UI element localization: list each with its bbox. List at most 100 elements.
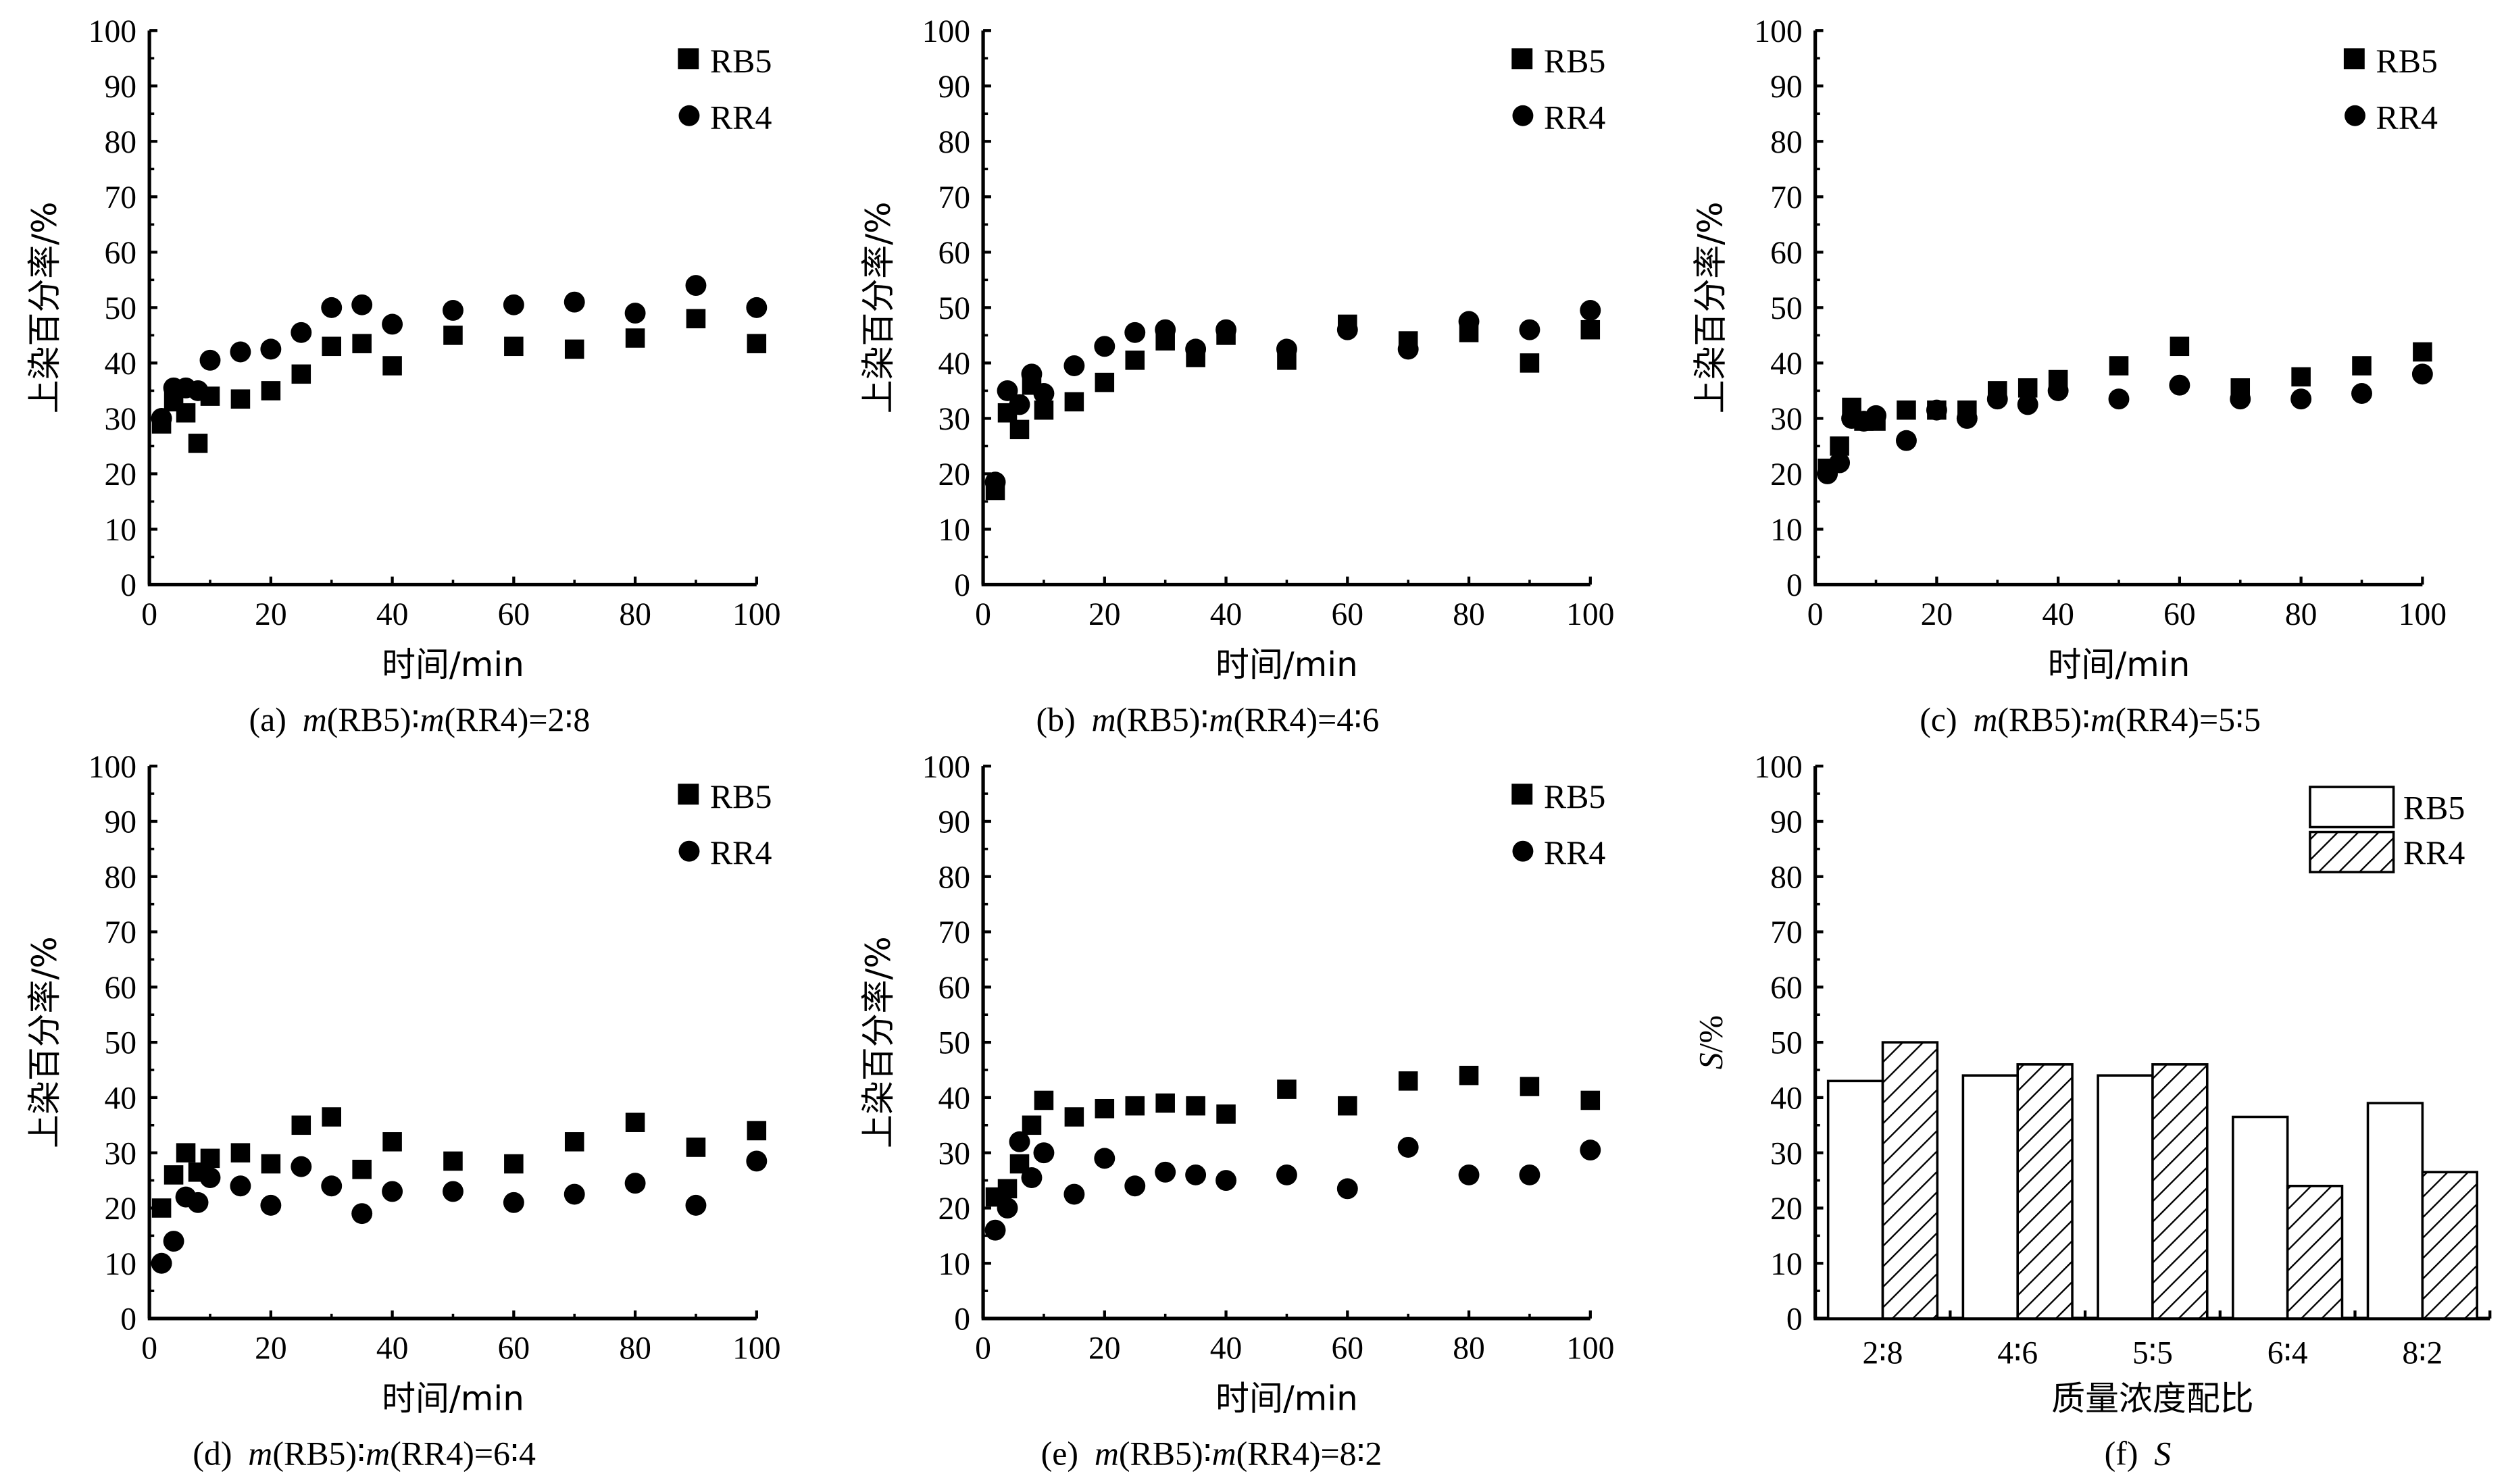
- y-tick-label: 10: [1770, 1247, 1803, 1282]
- legend-label: RB5: [2403, 790, 2465, 827]
- panel-caption: (d) m(RB5)∶m(RR4)=6∶4: [193, 1435, 536, 1472]
- y-tick-label: 30: [938, 1136, 971, 1171]
- point-RB5: [176, 1143, 196, 1162]
- point-RR4: [1155, 1161, 1176, 1183]
- y-tick-label: 80: [1770, 125, 1803, 160]
- category-label: 6∶4: [2267, 1336, 2308, 1371]
- point-RB5: [1186, 1096, 1205, 1116]
- x-axis-label: 时间/min: [2048, 645, 2190, 684]
- point-RB5: [291, 1115, 311, 1135]
- point-RR4: [1033, 383, 1055, 404]
- point-RB5: [1125, 1096, 1145, 1116]
- point-RR4: [997, 1198, 1018, 1219]
- caption-part: m: [303, 701, 327, 738]
- legend-label: RB5: [2376, 43, 2438, 80]
- y-tick-label: 20: [105, 1192, 137, 1227]
- bar-RB5: [1961, 1074, 2020, 1320]
- point-RR4: [1580, 300, 1601, 321]
- point-RB5: [176, 403, 196, 423]
- point-RB5: [1216, 1104, 1236, 1124]
- point-RB5: [504, 336, 524, 357]
- caption-label: (e): [1041, 1435, 1078, 1472]
- caption-part: m: [1212, 1435, 1236, 1472]
- point-RB5: [1009, 419, 1030, 440]
- point-RR4: [1124, 1175, 1146, 1197]
- y-axis-label: 上染百分率/%: [25, 201, 64, 413]
- x-axis-label: 时间/min: [1216, 1379, 1358, 1418]
- point-RR4: [1216, 319, 1237, 340]
- y-tick-label: 60: [938, 236, 971, 271]
- series-RB5: [151, 309, 767, 453]
- series-RR4: [984, 1131, 1601, 1241]
- point-RB5: [686, 1137, 706, 1157]
- y-tick-label: 60: [1770, 971, 1803, 1006]
- caption-part: m: [248, 1435, 272, 1472]
- legend-circle-marker: [1512, 840, 1534, 862]
- y-tick-label: 30: [105, 402, 137, 437]
- y-tick-label: 50: [105, 1026, 137, 1061]
- point-RR4: [151, 407, 172, 429]
- point-RR4: [624, 1173, 646, 1194]
- point-RR4: [2169, 374, 2190, 396]
- point-RR4: [1865, 405, 1886, 426]
- x-tick-label: 20: [255, 597, 287, 632]
- point-RB5: [564, 1132, 584, 1152]
- y-tick-label: 80: [938, 860, 971, 895]
- point-RR4: [746, 297, 768, 318]
- panel-a: 0 10 20 30 40 50 60 70 80 90 100 上染百分率/% 0 20 40 60 80 10…: [25, 14, 780, 738]
- point-RB5: [1095, 1098, 1115, 1119]
- point-RR4: [685, 275, 707, 297]
- point-RR4: [1063, 355, 1085, 376]
- caption-label: (d): [193, 1435, 232, 1472]
- x-tick-label: 100: [732, 1331, 780, 1366]
- category-label: 5∶5: [2132, 1336, 2173, 1371]
- y-tick-label: 40: [1770, 1081, 1803, 1117]
- caption-part: m: [420, 701, 445, 738]
- point-RB5: [2109, 356, 2129, 376]
- y-tick-label: 20: [1770, 1192, 1803, 1227]
- point-RR4: [984, 1219, 1006, 1241]
- y-tick-label: 20: [938, 1192, 971, 1227]
- legend-square-marker: [2343, 48, 2365, 70]
- series-RR4: [984, 300, 1601, 493]
- point-RR4: [624, 303, 646, 324]
- x-tick-label: 60: [498, 597, 530, 632]
- y-tick-label: 70: [1770, 180, 1803, 215]
- y-tick-label: 30: [105, 1136, 137, 1171]
- point-RR4: [2411, 363, 2433, 385]
- x-tick-label: 40: [376, 597, 409, 632]
- point-RR4: [2230, 388, 2251, 410]
- point-RR4: [1124, 322, 1146, 343]
- point-RR4: [1063, 1183, 1085, 1205]
- point-RR4: [1021, 363, 1043, 385]
- point-RB5: [1155, 1093, 1175, 1113]
- x-tick-label: 100: [2399, 597, 2447, 632]
- y-tick-label: 40: [105, 347, 137, 382]
- point-RR4: [163, 1231, 184, 1252]
- panel-e: 0 10 20 30 40 50 60 70 80 90 100 上染百分率/% 0 20 40 60 80 10…: [859, 750, 1614, 1473]
- point-RB5: [322, 336, 341, 357]
- caption-part: (RB5)∶: [1119, 1435, 1212, 1472]
- panel-c: 0 10 20 30 40 50 60 70 80 90 100 上染百分率/% 0 20 40 60 80 10…: [1691, 14, 2447, 738]
- x-tick-label: 100: [1566, 1331, 1614, 1366]
- point-RB5: [261, 1154, 281, 1174]
- point-RB5: [747, 1121, 767, 1141]
- point-RB5: [261, 381, 281, 401]
- point-RB5: [2352, 356, 2372, 376]
- bar-RB5: [2232, 1115, 2289, 1320]
- caption-part: S: [2154, 1435, 2171, 1472]
- bar-RR4: [2286, 1184, 2344, 1320]
- y-tick-label: 70: [938, 915, 971, 950]
- x-tick-label: 60: [1332, 1331, 1364, 1366]
- point-RB5: [1520, 353, 1540, 373]
- y-tick-label: 40: [105, 1081, 137, 1117]
- y-tick-label: 50: [105, 291, 137, 326]
- point-RB5: [1398, 1071, 1418, 1091]
- caption-part: (RR4)=5∶5: [2115, 701, 2261, 738]
- x-tick-label: 40: [1210, 597, 1243, 632]
- bar-RB5: [1826, 1079, 1884, 1320]
- y-tick-label: 30: [938, 402, 971, 437]
- y-tick-label: 80: [938, 125, 971, 160]
- point-RR4: [1276, 1164, 1297, 1185]
- point-RB5: [625, 1112, 645, 1132]
